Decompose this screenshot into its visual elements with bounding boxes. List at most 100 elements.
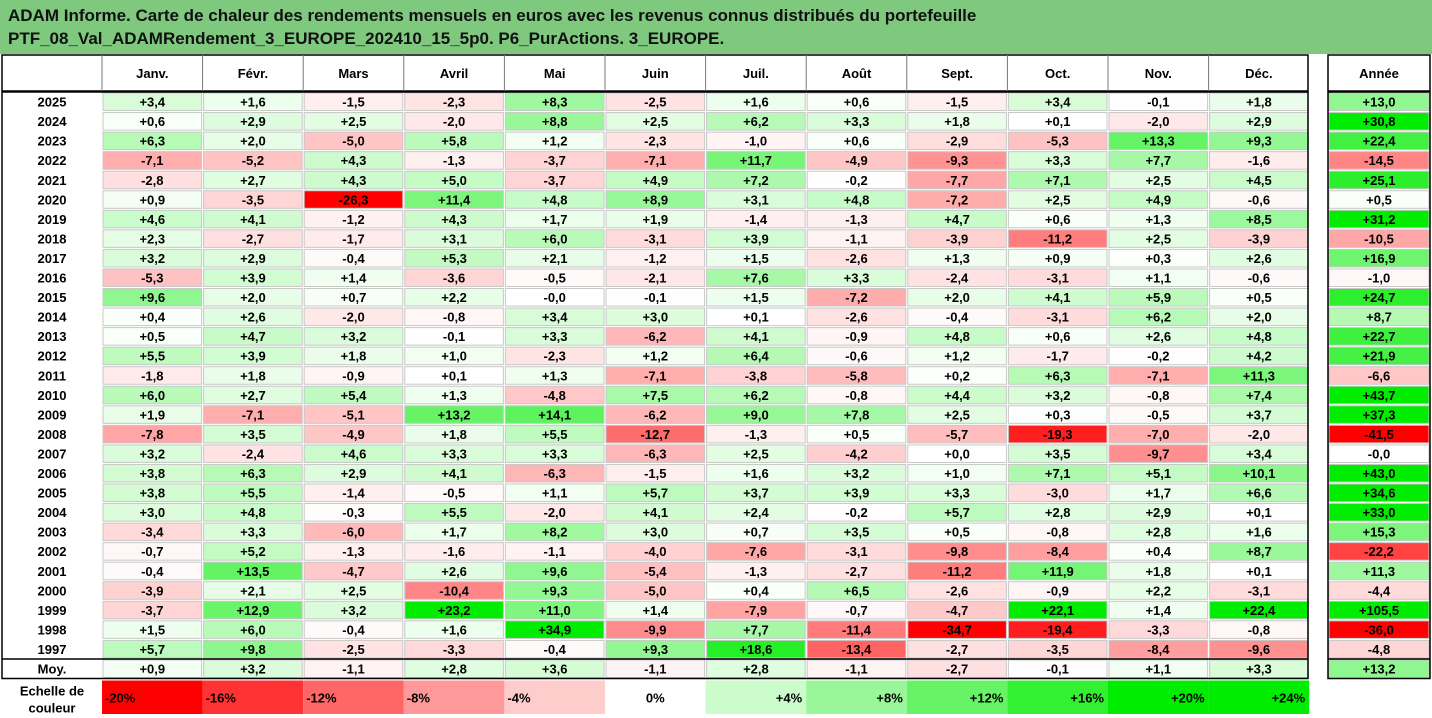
heatmap-cell <box>404 327 504 346</box>
heatmap-cell <box>102 600 203 620</box>
heatmap-cell <box>102 131 203 151</box>
heatmap-cell <box>1007 483 1108 503</box>
color-scale-swatch <box>705 680 807 714</box>
cell-value: -19,4 <box>1043 622 1073 637</box>
color-scale-swatch <box>1007 680 1108 714</box>
cell-value: +2,7 <box>240 388 266 403</box>
cell-value: +2,6 <box>1145 329 1171 344</box>
cell-value: +9,0 <box>743 407 769 422</box>
heatmap-cell <box>907 170 1007 190</box>
cell-value: +3,0 <box>642 525 668 540</box>
heatmap-cell <box>303 112 404 131</box>
cell-value: +2,5 <box>743 446 769 461</box>
cell-value: +1,0 <box>944 466 970 481</box>
cell-value: +2,4 <box>743 505 769 520</box>
heatmap-cell <box>605 542 706 561</box>
cell-value: +1,9 <box>642 212 668 227</box>
heatmap-cell <box>806 503 907 522</box>
cell-value: -2,4 <box>946 271 969 286</box>
cell-value: +3,9 <box>240 349 266 364</box>
heatmap-cell <box>404 151 504 170</box>
cell-value: -11,4 <box>842 622 872 637</box>
color-scale-value: 0% <box>646 690 665 705</box>
month-header-7: Juil. <box>743 66 769 81</box>
annual-cell <box>1328 385 1430 405</box>
heatmap-cell <box>806 366 907 385</box>
cell-value: -2,3 <box>543 349 565 364</box>
cell-value: +4,8 <box>844 192 870 207</box>
cell-value: -0,8 <box>1147 388 1169 403</box>
heatmap-cell <box>706 229 806 248</box>
heatmap-cell <box>605 639 706 659</box>
cell-value: -2,1 <box>644 271 666 286</box>
cell-value: -7,1 <box>644 368 666 383</box>
cell-value: +1,2 <box>542 134 568 149</box>
heatmap-cell <box>806 522 907 542</box>
year-row-label: 2018 <box>38 231 67 246</box>
cell-value: -0,8 <box>1046 525 1068 540</box>
heatmap-cell <box>504 327 605 346</box>
year-row-label: 2021 <box>38 173 67 188</box>
heatmap-cell <box>605 503 706 522</box>
cell-value: +0,1 <box>1246 564 1272 579</box>
cell-value: +0,4 <box>139 310 165 325</box>
cell-value: +3,3 <box>542 446 568 461</box>
heatmap-cell <box>404 170 504 190</box>
heatmap-cell <box>605 444 706 463</box>
cell-value: +8,7 <box>1246 544 1272 559</box>
heatmap-cell <box>303 620 404 639</box>
cell-value: +2,6 <box>441 564 467 579</box>
heatmap-cell <box>806 620 907 639</box>
cell-value: -0,3 <box>342 505 364 520</box>
cell-value: -3,1 <box>1046 310 1068 325</box>
cell-value: -5,7 <box>946 427 968 442</box>
cell-value: +5,0 <box>441 173 467 188</box>
annual-cell <box>1328 620 1430 639</box>
cell-value: +1,3 <box>441 388 467 403</box>
heatmap-cell <box>1108 209 1209 229</box>
heatmap-cell <box>303 229 404 248</box>
cell-value: -4,9 <box>342 427 364 442</box>
cell-value: -2,5 <box>342 642 364 657</box>
cell-value: -5,3 <box>141 271 163 286</box>
annual-value: +37,3 <box>1363 407 1396 422</box>
cell-value: -7,1 <box>1147 368 1169 383</box>
cell-value: +3,8 <box>139 486 165 501</box>
cell-value: -0,2 <box>845 173 867 188</box>
heatmap-cell <box>605 248 706 268</box>
heatmap-cell <box>1108 307 1209 327</box>
month-header-10: Oct. <box>1045 66 1070 81</box>
cell-value: +2,9 <box>1145 505 1171 520</box>
heatmap-cell <box>907 131 1007 151</box>
heatmap-cell <box>706 248 806 268</box>
heatmap-cell <box>303 366 404 385</box>
heatmap-cell <box>605 424 706 444</box>
annual-value: -1,0 <box>1368 271 1390 286</box>
heatmap-cell <box>504 620 605 639</box>
cell-value: -34,7 <box>942 622 972 637</box>
heatmap-cell <box>504 131 605 151</box>
heatmap-cell <box>303 483 404 503</box>
cell-value: +1,7 <box>542 212 568 227</box>
annual-cell <box>1328 92 1430 112</box>
color-scale-swatch <box>102 680 203 714</box>
cell-value: +3,8 <box>139 466 165 481</box>
cell-value: -2,6 <box>946 583 968 598</box>
heatmap-cell <box>907 248 1007 268</box>
year-row-label: 2010 <box>38 388 67 403</box>
cell-value: -3,3 <box>443 642 465 657</box>
year-row-label: 2011 <box>38 368 66 383</box>
annual-value: +22,4 <box>1363 134 1397 149</box>
cell-value: +4,1 <box>1045 290 1071 305</box>
month-header-9: Sept. <box>941 66 973 81</box>
heatmap-cell <box>806 444 907 463</box>
cell-value: -7,8 <box>141 427 163 442</box>
average-cell <box>504 659 605 679</box>
heatmap-cell <box>907 405 1007 424</box>
cell-value: +4,1 <box>743 329 769 344</box>
cell-value: +0,6 <box>1045 212 1071 227</box>
cell-value: +1,4 <box>1145 603 1171 618</box>
annual-cell <box>1328 503 1430 522</box>
heatmap-cell <box>1108 444 1209 463</box>
heatmap-cell <box>203 483 303 503</box>
